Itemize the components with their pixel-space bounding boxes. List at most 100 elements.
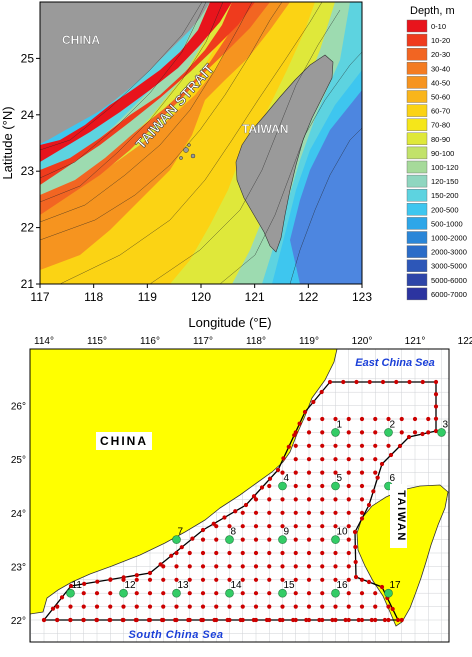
sampling-dot: [267, 510, 272, 515]
legend-label: 20-30: [431, 50, 450, 59]
station-marker: 8: [225, 527, 237, 544]
sampling-dot: [267, 550, 272, 556]
boundary-dot: [259, 485, 265, 490]
legend-swatch: [406, 132, 428, 146]
boundary-dot: [420, 431, 425, 437]
legend-swatch: [406, 174, 428, 188]
boundary-dot: [267, 476, 273, 481]
sampling-dot: [240, 577, 245, 582]
sampling-dot: [240, 564, 245, 569]
boundary-dot: [433, 404, 439, 409]
station-dot: [437, 428, 446, 437]
sampling-dot: [320, 591, 325, 596]
legend-entries: 0-10 10-20 20-30 30-40 40-50 50-60 60-70 70-80 8…: [406, 19, 467, 301]
station-label: 15: [284, 580, 296, 591]
boundary-dot: [366, 502, 372, 508]
legend-label: 3000-5000: [431, 262, 467, 271]
sampling-dot: [293, 577, 298, 582]
station-label: 16: [337, 580, 349, 591]
boundary-dot: [81, 617, 86, 623]
sampling-dot: [267, 537, 272, 542]
boundary-dot: [59, 595, 65, 600]
sampling-dot: [187, 550, 192, 556]
sampling-dot: [214, 577, 219, 582]
bathymetry-map: CHINA TAIWAN TAIWAN STRAIT 117 118 119 120 1…: [0, 1, 467, 330]
sampling-dot: [306, 604, 312, 609]
top-x-tick-label: 123: [352, 290, 372, 304]
sampling-dot: [267, 524, 272, 529]
boundary-dot: [356, 617, 361, 623]
sampling-dot: [267, 591, 272, 596]
sampling-dot: [346, 591, 351, 596]
boundary-dot: [50, 606, 56, 611]
sampling-dot: [306, 537, 312, 542]
boundary-dot: [146, 617, 151, 623]
station-marker: 2: [384, 419, 396, 437]
sampling-dot: [280, 550, 285, 556]
boundary-dot: [212, 617, 217, 623]
station-label: 17: [390, 580, 402, 591]
top-x-tick-label: 121: [245, 290, 265, 304]
sampling-dot: [386, 443, 391, 448]
boundary-dot: [134, 573, 139, 578]
legend-swatch: [406, 160, 428, 174]
sampling-dot: [280, 604, 285, 609]
boundary-dot: [388, 452, 394, 458]
sampling-dot: [320, 550, 325, 556]
sampling-dot: [253, 577, 259, 582]
sampling-dot: [346, 416, 351, 422]
station-dot: [384, 588, 393, 598]
boundary-dot: [68, 617, 73, 623]
sampling-grid-dots: [41, 379, 439, 623]
sampling-dot: [346, 564, 351, 569]
sampling-dot: [134, 577, 139, 582]
legend-label: 200-500: [431, 205, 459, 214]
sampling-dot: [359, 591, 365, 596]
boundary-dot: [375, 475, 380, 480]
sampling-dot: [227, 550, 232, 556]
bottom-label-china: CHINA: [100, 434, 148, 448]
sampling-dot: [187, 564, 192, 569]
boundary-dot: [200, 527, 206, 533]
sampling-dot: [346, 524, 351, 529]
legend-label: 6000-7000: [431, 290, 467, 299]
depth-legend: Depth, m 0-10 10-20 20-30 30-40 40-50 50-60 60…: [406, 5, 467, 301]
sampling-dot: [373, 470, 378, 475]
sampling-dot: [214, 550, 219, 556]
sampling-dot: [240, 604, 245, 609]
top-x-tick-label: 120: [191, 290, 211, 304]
sampling-dot: [187, 604, 192, 609]
top-x-tick-label: 119: [138, 290, 157, 304]
boundary-dot: [353, 559, 358, 565]
boundary-dot: [433, 428, 439, 434]
sampling-dot: [412, 430, 418, 435]
sampling-dot: [227, 604, 232, 609]
sampling-dot: [280, 510, 285, 515]
bottom-y-tick-label: 25°: [11, 455, 26, 466]
boundary-dot: [147, 570, 153, 576]
legend-swatch: [406, 245, 428, 258]
sampling-dot: [134, 604, 139, 609]
boundary-dot: [407, 379, 412, 385]
sampling-dot: [227, 564, 232, 569]
boundary-dot: [238, 617, 243, 623]
station-dot: [119, 588, 128, 598]
station-label: 7: [178, 527, 184, 538]
bottom-x-tick-label: 116°: [140, 336, 160, 347]
sampling-dot: [346, 430, 351, 435]
bottom-x-tick-label: 121°: [405, 336, 426, 347]
sampling-dot: [320, 524, 325, 529]
legend-swatch: [406, 146, 428, 160]
boundary-dot: [55, 617, 60, 623]
station-label: 11: [72, 580, 83, 591]
legend-swatch: [406, 62, 428, 75]
station-dot: [331, 588, 340, 598]
sampling-dot: [253, 564, 259, 569]
legend-swatch: [406, 203, 428, 216]
sampling-dot: [200, 577, 206, 582]
boundary-dot: [369, 617, 374, 623]
boundary-dot: [420, 379, 425, 385]
sampling-dot: [426, 416, 431, 422]
china-label-box: [96, 432, 152, 450]
